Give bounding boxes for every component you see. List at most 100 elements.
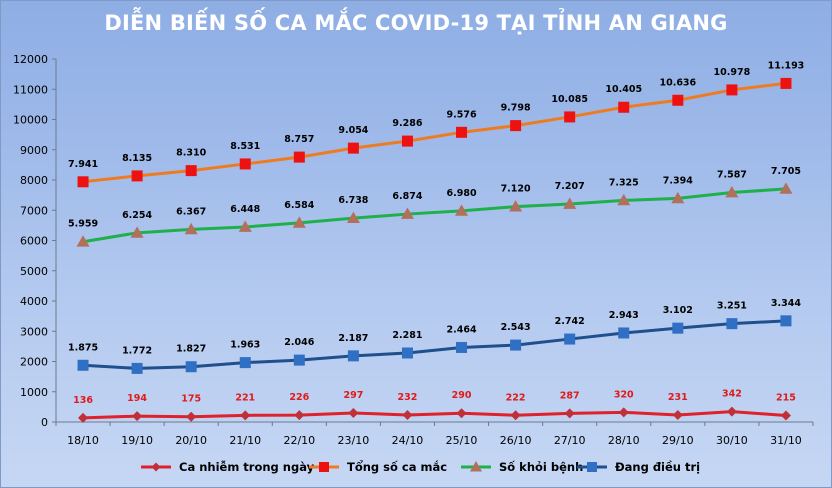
series-1-data-label: 226 — [289, 392, 309, 403]
series-4-point — [726, 318, 738, 330]
series-1-point — [78, 412, 89, 423]
series-3-data-label: 7.587 — [717, 169, 747, 180]
y-tick-label: 4000 — [20, 295, 48, 308]
series-3-data-label: 6.738 — [338, 195, 368, 206]
series-1-point — [564, 408, 575, 419]
series-1-data-label: 232 — [398, 392, 418, 403]
series-1-point — [348, 408, 359, 419]
series-1-point — [294, 410, 305, 421]
series-3-point — [400, 207, 414, 219]
series-4-point — [510, 339, 522, 351]
series-4-point — [456, 341, 468, 353]
series-2-data-label: 8.757 — [284, 134, 314, 145]
series-4-point — [401, 347, 413, 359]
series-3-data-label: 6.874 — [392, 191, 422, 202]
y-tick-label: 3000 — [20, 325, 48, 338]
series-2-point — [293, 151, 305, 163]
series-2-point — [347, 142, 359, 154]
series-1-point — [240, 410, 251, 421]
series-3-data-label: 5.959 — [68, 219, 98, 230]
series-2-data-label: 8.135 — [122, 153, 152, 164]
series-2-data-label: 10.085 — [551, 94, 588, 105]
series-1-data-label: 175 — [181, 394, 201, 405]
legend-label: Số khỏi bệnh — [499, 460, 583, 474]
series-4-point — [564, 333, 576, 345]
series-3-data-label: 7.325 — [609, 177, 639, 188]
series-3-data-label: 7.705 — [771, 166, 801, 177]
series-4-line — [82, 319, 787, 370]
series-2-point — [672, 94, 684, 106]
series-2-data-label: 8.531 — [230, 141, 260, 152]
series-3-data-label: 7.120 — [501, 184, 531, 195]
series-4-data-label: 1.963 — [230, 340, 260, 351]
x-tick-label: 21/10 — [229, 434, 261, 447]
y-tick-label: 5000 — [20, 265, 48, 278]
y-tick-label: 8000 — [20, 174, 48, 187]
series-3-point — [779, 182, 793, 194]
series-2-data-label: 10.636 — [659, 77, 696, 88]
y-tick-label: 6000 — [20, 235, 48, 248]
series-3-data-label: 7.207 — [555, 181, 585, 192]
series-4-data-label: 1.827 — [176, 344, 206, 355]
y-tick-label: 1000 — [20, 386, 48, 399]
x-tick-label: 29/10 — [662, 434, 694, 447]
series-4-data-label: 1.875 — [68, 342, 98, 353]
series-4-point — [293, 354, 305, 366]
series-3-data-label: 7.394 — [663, 175, 693, 186]
x-tick-label: 18/10 — [67, 434, 99, 447]
series-3-data-label: 6.980 — [447, 188, 477, 199]
series-2-point — [185, 165, 197, 177]
series-4-data-label: 2.046 — [284, 337, 314, 348]
x-tick-label: 28/10 — [608, 434, 640, 447]
series-1-point — [402, 409, 413, 420]
series-1-point — [672, 410, 683, 421]
series-4-point — [77, 359, 89, 371]
series-4-data-label: 3.102 — [663, 305, 693, 316]
series-2-data-label: 10.405 — [605, 84, 642, 95]
x-tick-label: 30/10 — [716, 434, 748, 447]
series-1-point — [726, 406, 737, 417]
series-2-point — [510, 120, 522, 132]
series-1-data-label: 297 — [343, 390, 363, 401]
legend-marker — [470, 461, 482, 472]
series-2-point — [77, 176, 89, 188]
y-tick-label: 11000 — [13, 83, 48, 96]
series-4-data-label: 3.251 — [717, 301, 747, 312]
series-4-data-label: 2.464 — [447, 324, 477, 335]
x-tick-label: 31/10 — [770, 434, 802, 447]
series-4-point — [672, 322, 684, 334]
series-3-point — [617, 193, 631, 206]
series-1-data-label: 287 — [560, 390, 580, 401]
series-3-point — [455, 204, 469, 216]
legend-label: Ca nhiễm trong ngày — [179, 460, 315, 474]
series-2-line — [82, 81, 787, 184]
series-2-point — [456, 126, 468, 138]
series-2-point — [401, 135, 413, 147]
series-4-data-label: 1.772 — [122, 345, 152, 356]
x-tick-label: 27/10 — [554, 434, 586, 447]
series-2-data-label: 7.941 — [68, 159, 98, 170]
series-2-point — [726, 84, 738, 96]
series-3-point — [509, 200, 523, 212]
legend-marker — [151, 462, 161, 472]
series-3-data-label: 6.584 — [284, 200, 314, 211]
series-1-data-label: 222 — [506, 392, 526, 403]
series-1-point — [780, 410, 791, 421]
x-tick-label: 23/10 — [338, 434, 370, 447]
series-1-point — [510, 410, 521, 421]
series-3-data-label: 6.367 — [176, 206, 206, 217]
series-3-point — [238, 220, 252, 232]
series-3-point — [184, 222, 198, 235]
y-tick-label: 9000 — [20, 144, 48, 157]
series-4-data-label: 2.742 — [555, 316, 585, 327]
x-tick-label: 19/10 — [121, 434, 153, 447]
series-4-point — [239, 357, 251, 369]
series-2-data-label: 9.286 — [392, 118, 422, 129]
series-2-point — [618, 101, 630, 113]
series-2-point — [239, 158, 251, 170]
series-2-point — [131, 170, 143, 182]
series-2-data-label: 9.054 — [338, 125, 368, 136]
series-2-point — [780, 77, 792, 89]
series-3-line — [82, 187, 787, 244]
